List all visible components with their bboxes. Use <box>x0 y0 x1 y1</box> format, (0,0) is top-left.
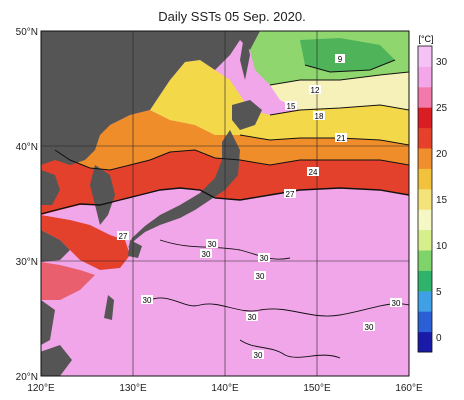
contour-label-30: 30 <box>202 250 211 259</box>
colorbar-segment <box>418 270 432 292</box>
contour-12 <box>304 59 396 73</box>
colorbar-segment <box>418 168 432 190</box>
contour-label-30: 30 <box>143 296 152 305</box>
lat-label-20: 20°N <box>16 372 38 383</box>
cool-green-patch <box>300 38 395 72</box>
colorbar-segment <box>418 331 432 353</box>
colorbar-segment <box>418 127 432 149</box>
colorbar-segment <box>418 250 432 271</box>
red-band-west <box>41 215 130 270</box>
colorbar-segment <box>418 229 432 251</box>
map-title: Daily SSTs 05 Sep. 2020. <box>158 9 306 24</box>
colorbar-tick: 25 <box>436 103 448 114</box>
contour-label-30: 30 <box>254 351 263 360</box>
pale-band <box>270 72 409 110</box>
contour-labels: 9 12 15 18 21 24 27 27 30 30 30 30 30 30… <box>117 54 402 360</box>
colorbar-tick: 0 <box>436 333 442 344</box>
kyushu <box>128 240 142 258</box>
contour-15 <box>269 71 409 86</box>
contour-label-24: 24 <box>309 168 318 177</box>
colorbar-segment <box>418 290 432 312</box>
lon-label-130: 130°E <box>119 383 147 394</box>
lon-label-150: 150°E <box>303 383 331 394</box>
colorbar-segment <box>418 209 432 231</box>
colorbar-unit: [°C] <box>418 34 433 44</box>
contour-21 <box>239 134 409 146</box>
contour-30-c <box>239 339 341 359</box>
contour-27 <box>41 187 409 215</box>
contour-label-27-west: 27 <box>119 232 128 241</box>
hokkaido <box>232 100 262 130</box>
contour-24 <box>54 149 409 171</box>
contour-label-30: 30 <box>365 323 374 332</box>
south-china-coast <box>41 300 55 345</box>
lat-label-30: 30°N <box>16 257 38 268</box>
colorbar-segment <box>418 188 432 210</box>
sakhalin <box>240 31 250 80</box>
colorbar-tick: 10 <box>436 241 448 252</box>
colorbar: [°C] 30 25 20 15 10 5 0 <box>417 34 448 353</box>
lat-label-40: 40°N <box>16 142 38 153</box>
colorbar-frame <box>417 45 433 353</box>
lon-label-160: 160°E <box>395 383 423 394</box>
taiwan <box>104 295 114 320</box>
colorbar-tick: 15 <box>436 195 448 206</box>
lon-label-120: 120°E <box>27 383 55 394</box>
contour-18 <box>269 104 409 116</box>
contour-label-30: 30 <box>260 254 269 263</box>
colorbar-segment <box>418 66 432 88</box>
colorbar-tick: 30 <box>436 57 448 68</box>
axis-labels: 50°N 40°N 30°N 20°N 120°E 130°E 140°E 15… <box>16 27 423 394</box>
colorbar-segment <box>418 107 432 129</box>
shandong-land <box>41 170 60 205</box>
yellow-band <box>150 60 409 145</box>
contour-label-15: 15 <box>287 102 296 111</box>
colorbar-segments <box>418 46 432 353</box>
contour-label-12: 12 <box>311 86 320 95</box>
contour-30-a <box>159 239 291 260</box>
contour-label-27: 27 <box>286 190 295 199</box>
colorbar-segment <box>418 46 432 67</box>
colorbar-segment <box>418 311 432 333</box>
pinkred-band <box>41 262 95 300</box>
luzon-region <box>41 345 72 376</box>
korea-peninsula <box>90 165 115 225</box>
colorbar-segment <box>418 86 432 108</box>
contour-label-18: 18 <box>315 112 324 121</box>
lat-label-50: 50°N <box>16 27 38 38</box>
contour-label-30: 30 <box>256 272 265 281</box>
japan-honshu <box>128 130 240 248</box>
sst-field <box>41 31 409 376</box>
colorbar-ticks: 30 25 20 15 10 5 0 <box>436 57 448 344</box>
contour-label-30: 30 <box>248 313 257 322</box>
lon-label-140: 140°E <box>211 383 239 394</box>
graticule <box>40 30 410 377</box>
asia-mainland <box>41 31 260 165</box>
contour-label-21: 21 <box>337 134 346 143</box>
contour-label-9: 9 <box>338 55 343 64</box>
colorbar-tick: 20 <box>436 149 448 160</box>
china-coast <box>41 230 70 262</box>
contour-30-b <box>149 297 409 317</box>
contour-label-30: 30 <box>208 240 217 249</box>
colorbar-tick: 5 <box>436 287 442 298</box>
contour-label-30: 30 <box>392 299 401 308</box>
colorbar-segment <box>418 148 432 169</box>
